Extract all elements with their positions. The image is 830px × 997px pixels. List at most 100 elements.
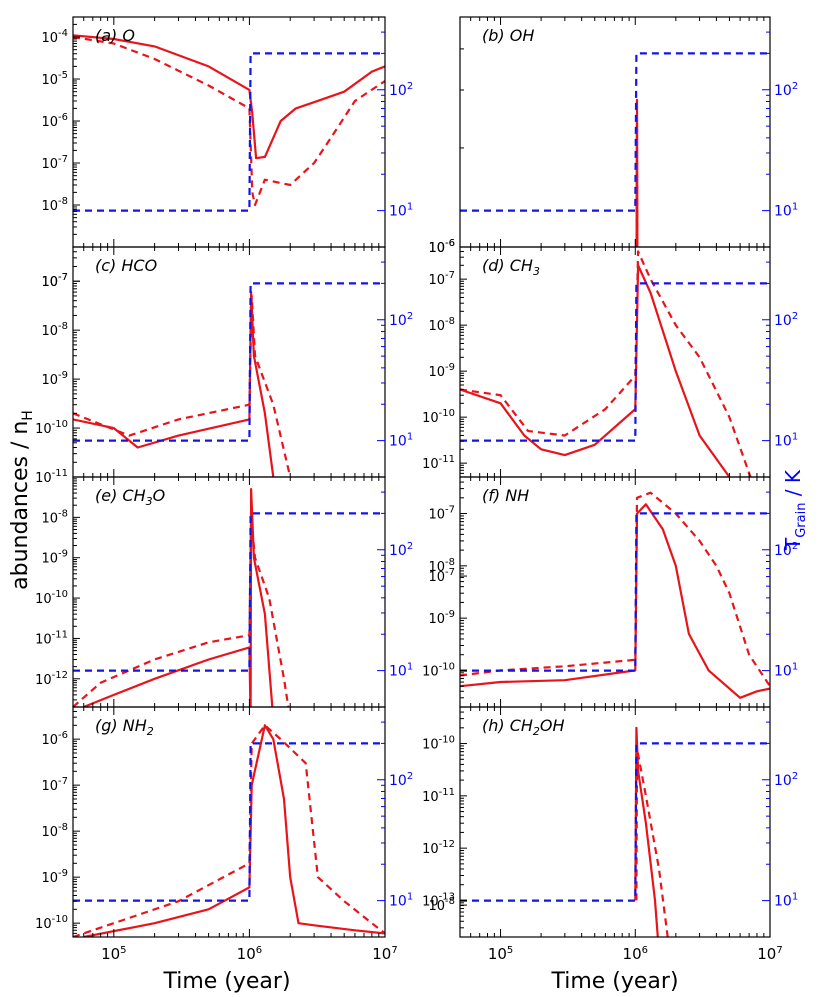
series-solid-8	[634, 726, 659, 937]
panel-8: 105 106 107 10-13 10-12 10-11 10-10 101 102 (h) C…	[422, 706, 798, 963]
y-tick-label: 10-8	[41, 196, 68, 214]
y-tick-label: 10-8	[428, 316, 455, 334]
x-axis-title-left: Time (year)	[162, 969, 290, 994]
y-tick-label: 10-11	[422, 787, 455, 805]
y-tick-label: 10-6	[41, 112, 68, 130]
series-dashed-7	[73, 724, 385, 937]
y-tick-label: 10-6	[428, 238, 455, 256]
y-tick-label: 10-11	[422, 454, 455, 472]
series-dashed-2	[635, 114, 639, 247]
x-tick-label: 107	[757, 945, 782, 963]
y-tick-label: 10-10	[422, 735, 455, 753]
series-dashed-5	[73, 516, 290, 707]
temp-tick-label: 101	[389, 662, 413, 680]
panel-title: (b) OH	[482, 26, 534, 45]
y-tick-label: 10-8	[428, 557, 455, 575]
series-dashed-3	[73, 294, 292, 477]
temp-tick-label: 102	[389, 81, 413, 99]
temp-tick-label: 101	[389, 892, 413, 910]
plot-frame	[459, 706, 771, 938]
series-solid-6	[460, 503, 770, 699]
panel-title: (e) CH3O	[95, 486, 165, 508]
panel-1: 10-8 10-7 10-6 10-5 10-4 101 102 (a) O	[41, 16, 413, 248]
panel-7: 105 106 107 10-10 10-9 10-8 10-7 10-6 101 102 (g) …	[35, 706, 413, 963]
y-tick-label: 10-10	[35, 914, 68, 932]
y-tick-label: 10-10	[422, 408, 455, 426]
y-tick-label: 10-8	[428, 896, 455, 914]
series-solid-2	[635, 98, 639, 247]
y-tick-label: 10-7	[41, 776, 68, 794]
y-tick-label: 10-9	[428, 609, 455, 627]
panel-title: (a) O	[95, 26, 135, 45]
series-solid-3	[73, 291, 275, 477]
plot-frame	[72, 246, 386, 478]
y-tick-label: 10-7	[41, 272, 68, 290]
y-tick-label: 10-9	[41, 549, 68, 567]
panel-title: (d) CH3	[482, 256, 540, 278]
temp-tick-label: 101	[389, 432, 413, 450]
series-T_grain-6	[460, 512, 770, 672]
series-solid-5	[83, 488, 274, 707]
series-solid-4	[460, 264, 731, 477]
y-tick-label: 10-7	[41, 154, 68, 172]
y-tick-label: 10-9	[428, 362, 455, 380]
plot-frame	[72, 476, 386, 708]
series-solid-7	[83, 724, 385, 937]
y-tick-label: 10-8	[41, 822, 68, 840]
temp-tick-label: 101	[774, 662, 798, 680]
temp-tick-label: 102	[774, 541, 798, 559]
panel-title: (g) NH2	[95, 716, 154, 738]
y-tick-label: 10-6	[41, 730, 68, 748]
temp-tick-label: 101	[774, 892, 798, 910]
temp-tick-label: 102	[774, 81, 798, 99]
y-tick-label: 10-7	[41, 272, 68, 290]
y-tick-label: 10-7	[428, 567, 455, 585]
y-tick-label: 10-8	[41, 321, 68, 339]
y-tick-label: 10-11	[35, 468, 68, 486]
y-tick-label: 10-5	[41, 70, 68, 88]
y-tick-label: 10-12	[35, 670, 68, 688]
right-axis-title: TGrain / K	[781, 469, 809, 551]
y-tick-label: 10-10	[422, 661, 455, 679]
x-tick-label: 106	[623, 945, 648, 963]
temp-tick-label: 101	[774, 202, 798, 220]
x-tick-label: 107	[372, 945, 397, 963]
plot-frame	[72, 706, 386, 938]
temp-tick-label: 102	[389, 541, 413, 559]
series-solid-1	[73, 34, 385, 160]
y-tick-label: 10-7	[428, 505, 455, 523]
series-dashed-6	[460, 491, 770, 687]
temp-tick-label: 102	[389, 771, 413, 789]
temp-tick-label: 102	[774, 311, 798, 329]
y-tick-label: 10-13	[422, 891, 455, 909]
panel-4: 10-11 10-10 10-9 10-8 10-7 101 102 (d) CH3	[422, 246, 798, 478]
series-dashed-8	[635, 747, 669, 937]
plot-frame	[72, 16, 386, 248]
y-tick-label: 10-12	[422, 839, 455, 857]
y-tick-label: 10-10	[35, 589, 68, 607]
y-tick-label: 10-4	[41, 28, 68, 46]
y-axis-title: abundances / nH	[8, 410, 36, 590]
y-tick-label: 10-10	[35, 419, 68, 437]
series-T_grain-1	[73, 52, 385, 212]
x-tick-label: 106	[237, 945, 262, 963]
series-dashed-1	[73, 35, 385, 207]
series-dashed-4	[460, 250, 752, 477]
temp-tick-label: 102	[389, 311, 413, 329]
y-tick-label: 10-9	[41, 370, 68, 388]
x-tick-label: 105	[488, 945, 513, 963]
panel-title: (h) CH2OH	[482, 716, 565, 738]
x-tick-label: 105	[101, 945, 126, 963]
series-T_grain-8	[460, 742, 770, 902]
series-T_grain-5	[73, 512, 385, 672]
temp-tick-label: 101	[389, 202, 413, 220]
temp-tick-label: 102	[774, 771, 798, 789]
series-T_grain-3	[73, 282, 385, 442]
y-tick-label: 10-8	[41, 508, 68, 526]
plot-frame	[459, 246, 771, 478]
y-tick-label: 10-9	[41, 868, 68, 886]
